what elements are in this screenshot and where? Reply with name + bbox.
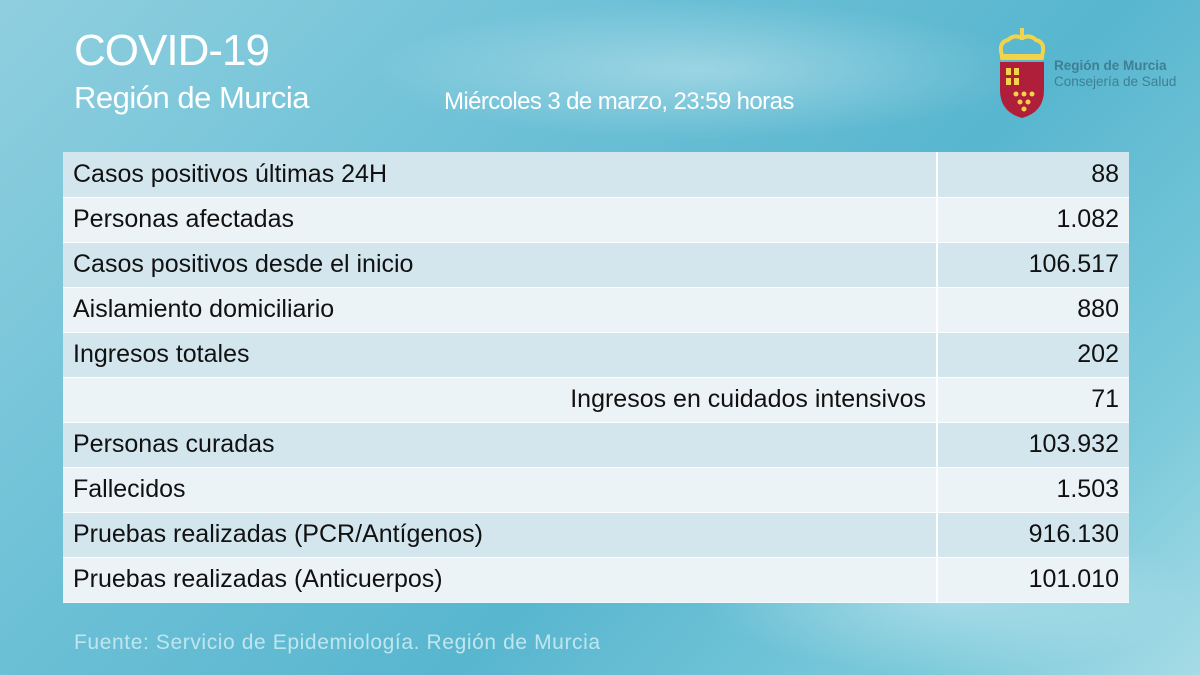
- table-row: Aislamiento domiciliario 880: [63, 287, 1129, 333]
- background-highlight: [370, 0, 1030, 140]
- table-row: Personas curadas 103.932: [63, 422, 1129, 468]
- row-label: Ingresos en cuidados intensivos: [63, 377, 937, 423]
- row-label: Pruebas realizadas (PCR/Antígenos): [63, 512, 937, 558]
- row-label: Pruebas realizadas (Anticuerpos): [63, 557, 937, 603]
- row-value: 1.503: [936, 467, 1129, 513]
- table-row: Pruebas realizadas (PCR/Antígenos) 916.13…: [63, 512, 1129, 558]
- logo-department-name: Consejería de Salud: [1054, 74, 1177, 89]
- source-footer: Fuente: Servicio de Epidemiología. Regió…: [74, 631, 601, 654]
- row-value: 880: [936, 287, 1129, 333]
- table-row: Ingresos totales 202: [63, 332, 1129, 378]
- table-row: Ingresos en cuidados intensivos 71: [63, 377, 1129, 423]
- row-value: 106.517: [936, 242, 1129, 288]
- row-value: 101.010: [936, 557, 1129, 603]
- row-value: 1.082: [936, 197, 1129, 243]
- logo-region-name: Región de Murcia: [1054, 58, 1167, 73]
- row-label: Aislamiento domiciliario: [63, 287, 937, 333]
- row-value: 916.130: [936, 512, 1129, 558]
- coat-of-arms-icon: [998, 28, 1046, 118]
- row-value: 103.932: [936, 422, 1129, 468]
- row-label: Casos positivos desde el inicio: [63, 242, 937, 288]
- page-title: COVID-19: [74, 26, 270, 75]
- row-label: Personas curadas: [63, 422, 937, 468]
- table-row: Casos positivos desde el inicio 106.517: [63, 242, 1129, 288]
- row-label: Personas afectadas: [63, 197, 937, 243]
- row-value: 88: [936, 152, 1129, 198]
- row-value: 71: [936, 377, 1129, 423]
- row-label: Casos positivos últimas 24H: [63, 152, 937, 198]
- table-row: Casos positivos últimas 24H 88: [63, 152, 1129, 198]
- row-label: Ingresos totales: [63, 332, 937, 378]
- row-label: Fallecidos: [63, 467, 937, 513]
- page-subtitle: Región de Murcia: [74, 80, 309, 115]
- table-row: Personas afectadas 1.082: [63, 197, 1129, 243]
- table-row: Pruebas realizadas (Anticuerpos) 101.010: [63, 557, 1129, 603]
- row-value: 202: [936, 332, 1129, 378]
- region-logo: Región de Murcia Consejería de Salud: [994, 28, 1184, 120]
- table-row: Fallecidos 1.503: [63, 467, 1129, 513]
- covid-stats-table: Casos positivos últimas 24H 88 Personas af…: [63, 152, 1129, 603]
- report-date: Miércoles 3 de marzo, 23:59 horas: [444, 88, 794, 115]
